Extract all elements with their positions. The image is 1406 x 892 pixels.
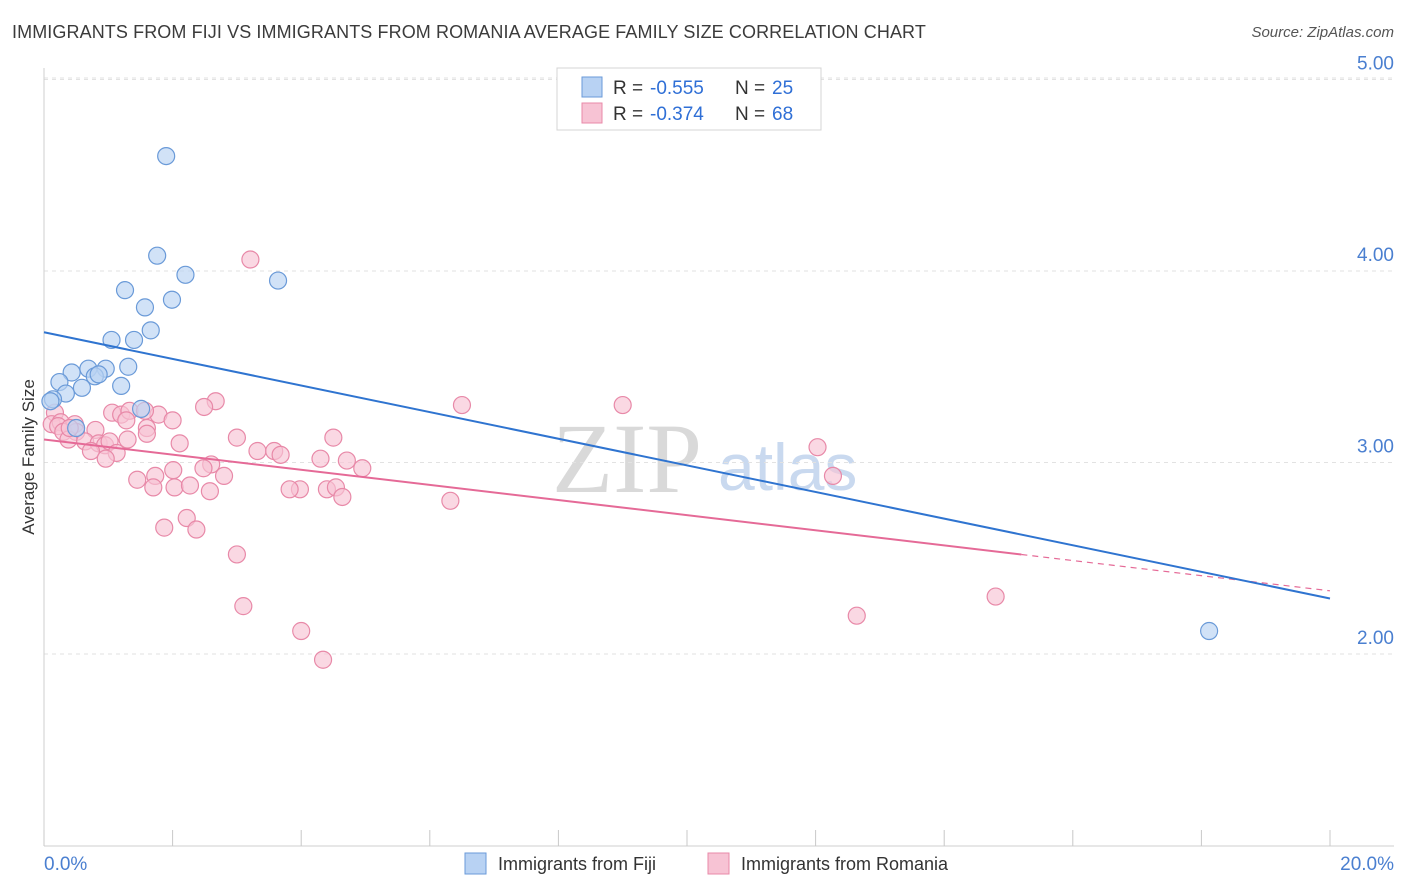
romania-point <box>234 597 253 616</box>
legend-swatch-fiji <box>581 76 603 98</box>
romania-point <box>847 606 866 625</box>
romania-point <box>200 482 219 501</box>
series-legend: Immigrants from Fiji Immigrants from Rom… <box>464 852 949 875</box>
romania-point <box>227 428 246 447</box>
y-tick-label: 2.00 <box>1357 628 1394 649</box>
fiji-point <box>157 147 176 166</box>
romania-point <box>313 650 333 669</box>
romania-trend-line <box>43 438 1022 556</box>
correlation-legend: R = -0.555 N = 25 R = -0.374 N = 68 <box>556 67 822 131</box>
fiji-point <box>62 363 81 382</box>
bottom-legend-label-romania: Immigrants from Romania <box>741 854 949 874</box>
romania-point <box>137 424 156 443</box>
fiji-point <box>67 418 86 438</box>
fiji-point <box>162 290 182 309</box>
legend-r-value-fiji: -0.555 <box>650 78 704 99</box>
romania-point <box>164 461 183 480</box>
fiji-series <box>41 147 1219 641</box>
romania-point <box>452 395 472 415</box>
x-tick-label-max: 20.0% <box>1340 854 1394 875</box>
bottom-legend-swatch-fiji <box>464 852 487 875</box>
fiji-point <box>176 265 195 284</box>
romania-point <box>808 438 827 457</box>
fiji-point <box>1200 621 1219 641</box>
fiji-point <box>102 330 121 350</box>
fiji-point <box>135 298 155 317</box>
legend-swatch-romania <box>581 102 603 124</box>
romania-point <box>81 441 101 461</box>
romania-point <box>324 428 343 447</box>
legend-n-label-romania: N = <box>735 104 765 125</box>
y-axis-tick-labels: 2.00 3.00 4.00 5.00 <box>1357 54 1394 650</box>
romania-point <box>271 445 290 464</box>
romania-point <box>144 478 163 497</box>
romania-point <box>214 466 234 486</box>
romania-point <box>248 441 267 461</box>
fiji-point <box>268 271 288 290</box>
romania-point <box>163 411 182 430</box>
romania-point <box>227 545 246 564</box>
legend-r-label-romania: R = <box>613 104 643 125</box>
romania-trend-extension <box>1021 553 1331 592</box>
y-tick-label: 4.00 <box>1357 245 1394 266</box>
y-tick-label: 3.00 <box>1357 437 1394 458</box>
fiji-point <box>124 330 144 350</box>
fiji-point <box>141 321 160 340</box>
chart-title: IMMIGRANTS FROM FIJI VS IMMIGRANTS FROM … <box>12 22 926 42</box>
romania-point <box>441 491 460 510</box>
source-label: Source: ZipAtlas.com <box>1251 24 1394 41</box>
trend-lines <box>43 331 1331 600</box>
romania-point <box>96 449 115 468</box>
legend-r-value-romania: -0.374 <box>650 104 704 125</box>
romania-point <box>823 466 843 486</box>
romania-point <box>337 451 356 470</box>
fiji-point <box>41 392 60 411</box>
watermark-atlas: atlas <box>718 430 857 504</box>
romania-point <box>118 430 137 449</box>
legend-n-label-fiji: N = <box>735 78 765 99</box>
romania-point <box>241 250 260 269</box>
romania-series <box>42 250 1005 669</box>
romania-point <box>986 587 1005 606</box>
romania-point <box>155 518 174 537</box>
romania-point <box>187 520 206 539</box>
romania-point <box>180 476 200 495</box>
fiji-trend-line <box>43 331 1331 600</box>
fiji-point <box>115 281 135 300</box>
x-tick-label-min: 0.0% <box>44 854 87 875</box>
romania-point <box>311 449 330 468</box>
fiji-point <box>89 365 108 384</box>
fiji-point <box>72 378 92 397</box>
fiji-point <box>119 357 138 376</box>
x-axis-ticks <box>43 830 1331 846</box>
watermark: ZIP atlas <box>552 403 857 514</box>
fiji-point <box>148 246 167 265</box>
grid <box>44 77 1394 655</box>
romania-point <box>353 459 372 478</box>
bottom-legend-label-fiji: Immigrants from Fiji <box>498 854 656 874</box>
bottom-legend-swatch-romania <box>707 852 730 875</box>
legend-r-label-fiji: R = <box>613 78 643 99</box>
watermark-zip: ZIP <box>552 403 702 514</box>
romania-point <box>195 397 214 417</box>
romania-point <box>194 459 213 478</box>
y-tick-label: 5.00 <box>1357 54 1394 75</box>
romania-point <box>117 411 136 430</box>
legend-n-value-fiji: 25 <box>772 78 793 99</box>
romania-point <box>613 395 632 415</box>
romania-point <box>280 480 299 499</box>
fiji-point <box>112 376 131 395</box>
romania-point <box>165 478 184 497</box>
legend-n-value-romania: 68 <box>772 104 793 125</box>
romania-point <box>128 470 147 489</box>
romania-point <box>170 434 189 453</box>
fiji-point <box>131 399 151 418</box>
y-axis-label: Average Family Size <box>19 379 38 535</box>
romania-point <box>292 621 311 641</box>
romania-point <box>333 487 352 507</box>
